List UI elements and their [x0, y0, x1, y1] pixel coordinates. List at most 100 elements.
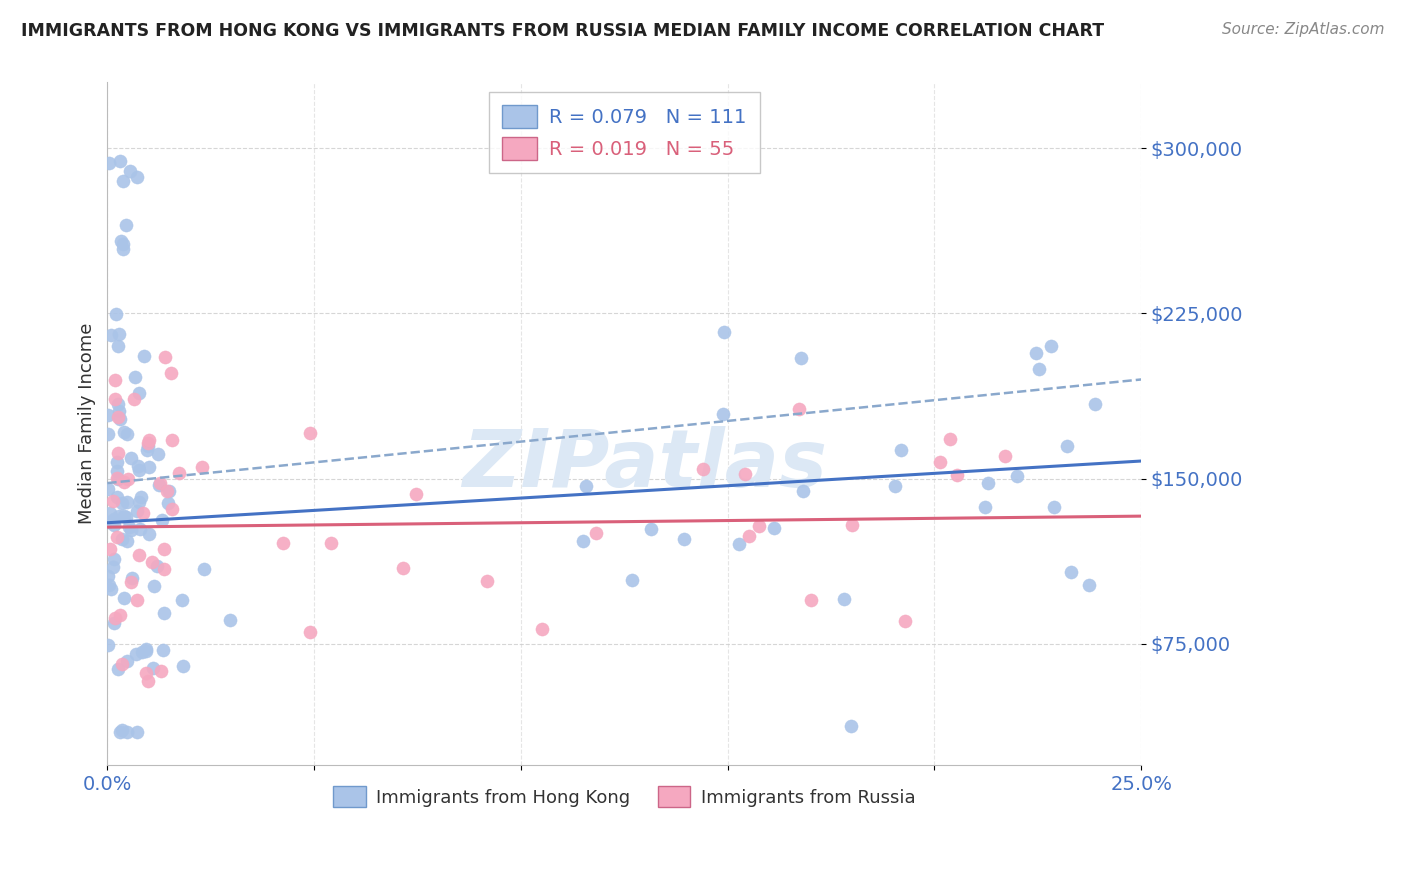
Point [787, 401, 810, 416]
Point [105, 464, 128, 478]
Point [107, 446, 129, 460]
Point [120, 450, 142, 465]
Point [792, 484, 814, 499]
Point [734, 467, 756, 482]
Point [125, 592, 148, 607]
Point [150, 664, 173, 678]
Point [138, 433, 160, 447]
Point [138, 527, 160, 541]
Point [98, 156, 121, 170]
Point [129, 490, 152, 504]
Point [127, 170, 149, 185]
Point [111, 236, 134, 251]
Point [114, 218, 136, 232]
Point [160, 502, 183, 516]
Point [152, 562, 174, 576]
Point [104, 611, 127, 625]
Point [111, 657, 134, 672]
Point [1056, 439, 1078, 453]
Point [105, 490, 128, 504]
Point [131, 645, 153, 659]
Point [128, 386, 150, 401]
Point [727, 536, 749, 550]
Point [114, 425, 136, 440]
Point [1039, 339, 1062, 353]
Point [193, 562, 215, 576]
Point [405, 487, 427, 501]
Point [136, 674, 159, 689]
Point [156, 483, 179, 498]
Point [112, 591, 135, 606]
Point [103, 552, 125, 566]
Point [148, 477, 170, 491]
Point [585, 525, 607, 540]
Point [160, 366, 183, 380]
Point [191, 460, 214, 475]
Point [103, 615, 125, 630]
Point [127, 504, 149, 518]
Point [152, 643, 174, 657]
Point [97, 639, 120, 653]
Point [136, 436, 159, 450]
Point [108, 404, 131, 418]
Point [621, 574, 644, 588]
Point [572, 534, 595, 549]
Point [841, 518, 863, 533]
Point [117, 654, 139, 668]
Legend: Immigrants from Hong Kong, Immigrants from Russia: Immigrants from Hong Kong, Immigrants fr… [326, 779, 922, 814]
Point [117, 472, 139, 486]
Point [531, 623, 554, 637]
Point [713, 325, 735, 339]
Point [101, 494, 124, 508]
Point [298, 625, 321, 640]
Point [107, 410, 129, 425]
Point [107, 339, 129, 353]
Point [97, 515, 120, 529]
Point [832, 591, 855, 606]
Point [153, 351, 176, 365]
Point [120, 574, 142, 589]
Point [977, 475, 1000, 490]
Point [672, 532, 695, 546]
Y-axis label: Median Family Income: Median Family Income [79, 323, 96, 524]
Point [124, 392, 146, 406]
Point [392, 561, 415, 575]
Point [946, 467, 969, 482]
Point [1007, 468, 1029, 483]
Point [120, 523, 142, 537]
Point [138, 459, 160, 474]
Point [799, 593, 821, 607]
Point [711, 407, 734, 421]
Point [762, 521, 785, 535]
Point [128, 463, 150, 477]
Point [124, 369, 146, 384]
Point [894, 614, 917, 628]
Point [103, 517, 125, 532]
Point [146, 447, 169, 461]
Point [111, 173, 134, 187]
Point [692, 462, 714, 476]
Point [890, 442, 912, 457]
Point [115, 510, 138, 524]
Point [172, 659, 194, 673]
Point [110, 725, 132, 739]
Point [97, 426, 120, 441]
Point [884, 479, 907, 493]
Point [101, 560, 124, 574]
Point [115, 495, 138, 509]
Point [150, 513, 173, 527]
Point [115, 725, 138, 739]
Point [104, 373, 127, 387]
Point [153, 541, 176, 556]
Point [111, 532, 134, 546]
Point [1084, 396, 1107, 410]
Point [103, 512, 125, 526]
Point [121, 571, 143, 585]
Point [141, 555, 163, 569]
Point [97, 568, 120, 582]
Point [156, 496, 179, 510]
Point [1025, 346, 1047, 360]
Point [111, 723, 134, 738]
Point [738, 529, 761, 543]
Point [575, 479, 598, 493]
